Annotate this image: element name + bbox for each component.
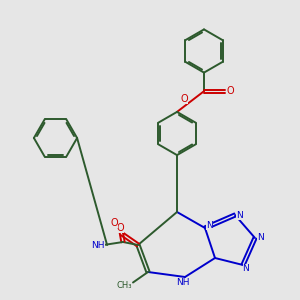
Text: O: O bbox=[116, 223, 124, 233]
Text: O: O bbox=[226, 86, 234, 96]
Text: O: O bbox=[180, 94, 188, 103]
Text: NH: NH bbox=[91, 241, 105, 250]
Text: NH: NH bbox=[176, 278, 189, 287]
Text: O: O bbox=[111, 218, 119, 227]
Text: N: N bbox=[243, 264, 249, 273]
Text: N: N bbox=[236, 211, 243, 220]
Text: N: N bbox=[257, 233, 264, 242]
Text: N: N bbox=[206, 220, 213, 230]
Text: CH₃: CH₃ bbox=[117, 281, 132, 290]
